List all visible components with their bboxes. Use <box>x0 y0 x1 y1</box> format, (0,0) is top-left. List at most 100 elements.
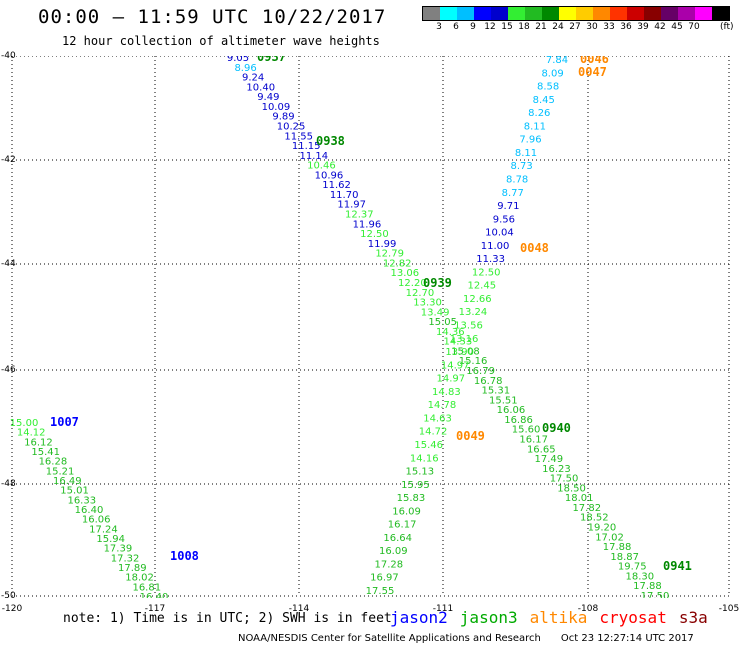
wave-height-value: 18.52 <box>580 513 609 524</box>
longitude-label: -111 <box>432 604 454 614</box>
color-scale-tick-label: 39 <box>637 22 649 32</box>
pass-time-label: 0049 <box>456 429 485 443</box>
wave-height-value: 15.13 <box>406 467 435 478</box>
wave-height-value: 11.62 <box>322 180 351 191</box>
wave-height-value: 12.79 <box>375 249 404 260</box>
color-scale-tick-label: 70 <box>688 22 700 32</box>
map-title: 00:00 – 11:59 UTC 10/22/2017 <box>38 6 387 28</box>
wave-height-value: 16.64 <box>383 533 412 544</box>
wave-height-value: 19.20 <box>588 523 617 534</box>
color-swatch <box>559 7 576 20</box>
color-swatch <box>695 7 712 20</box>
wave-height-value: 16.12 <box>24 437 53 448</box>
longitude-label: -117 <box>144 604 166 614</box>
wave-height-value: 14.97 <box>441 360 470 371</box>
wave-height-value: 7.96 <box>519 135 541 146</box>
wave-height-value: 14.12 <box>17 428 46 439</box>
wave-height-value: 16.06 <box>82 515 111 526</box>
color-swatch <box>474 7 491 20</box>
wave-height-value: 14.83 <box>432 387 461 398</box>
wave-height-value: 12.82 <box>383 258 412 269</box>
wave-height-value: 17.28 <box>375 559 404 570</box>
color-swatch <box>508 7 525 20</box>
wave-height-value: 13.56 <box>454 321 483 332</box>
footer-org: NOAA/NESDIS Center for Satellite Applica… <box>238 633 541 644</box>
wave-height-value: 12.50 <box>360 229 389 240</box>
wave-height-value: 17.49 <box>535 454 564 465</box>
wave-height-value: 13.49 <box>421 307 450 318</box>
color-swatch <box>525 7 542 20</box>
wave-height-value: 11.97 <box>337 200 366 211</box>
wave-height-value: 16.40 <box>140 592 169 598</box>
color-swatch <box>627 7 644 20</box>
wave-height-map: 9.058.969.2410.409.4910.099.8910.2511.55… <box>8 56 730 598</box>
wave-height-value: 15.41 <box>31 447 60 458</box>
legend-jason2: jason2 <box>390 608 448 627</box>
wave-height-value: 8.58 <box>537 82 559 93</box>
color-swatch <box>440 7 457 20</box>
wave-height-value: 13.30 <box>413 298 442 309</box>
wave-height-value: 10.25 <box>277 121 306 132</box>
wave-height-value: 10.46 <box>307 161 336 172</box>
wave-height-value: 10.96 <box>315 170 344 181</box>
wave-height-value: 14.63 <box>423 413 452 424</box>
wave-height-value: 17.24 <box>89 524 118 535</box>
color-scale-tick-label: 27 <box>569 22 581 32</box>
wave-height-value: 14.72 <box>419 427 448 438</box>
wave-height-value: 16.78 <box>474 376 503 387</box>
wave-height-value: 14.33 <box>444 337 473 348</box>
wave-height-value: 15.94 <box>96 534 125 545</box>
legend-s3a: s3a <box>678 608 708 627</box>
wave-height-value: 15.00 <box>10 418 39 429</box>
wave-height-value: 9.49 <box>257 92 279 103</box>
wave-height-value: 15.01 <box>60 486 89 497</box>
wave-height-value: 15.21 <box>46 466 75 477</box>
wave-height-value: 16.40 <box>75 505 104 516</box>
wave-height-value: 12.66 <box>463 294 492 305</box>
wave-height-value: 16.09 <box>379 546 408 557</box>
wave-height-value: 11.15 <box>292 141 321 152</box>
wave-height-value: 16.06 <box>497 405 526 416</box>
wave-height-value: 10.04 <box>485 228 514 239</box>
wave-height-value: 18.01 <box>565 493 594 504</box>
wave-height-value: 17.50 <box>641 591 670 598</box>
wave-height-value: 9.24 <box>242 73 264 84</box>
wave-height-value: 18.87 <box>610 552 639 563</box>
longitude-label: -114 <box>288 604 310 614</box>
wave-height-value: 8.09 <box>541 68 563 79</box>
wave-height-value: 15.95 <box>401 480 430 491</box>
color-swatch <box>576 7 593 20</box>
color-swatch <box>644 7 661 20</box>
legend-cryosat: cryosat <box>599 608 667 627</box>
pass-time-label: 0046 <box>580 56 609 66</box>
color-swatch <box>593 7 610 20</box>
wave-height-value: 11.96 <box>353 219 382 230</box>
wave-height-value: 14.78 <box>428 400 457 411</box>
wave-height-value: 10.40 <box>246 82 275 93</box>
color-scale-tick-label: 33 <box>603 22 615 32</box>
wave-height-value: 16.23 <box>542 464 571 475</box>
pass-time-label: 0940 <box>542 421 571 435</box>
color-scale-tick-label: 21 <box>535 22 547 32</box>
wave-height-value: 8.77 <box>502 188 524 199</box>
wave-height-value: 16.17 <box>388 520 417 531</box>
wave-height-value: 15.08 <box>451 346 480 357</box>
color-scale-tick-label: 30 <box>586 22 598 32</box>
wave-height-value: 16.28 <box>39 457 68 468</box>
pass-time-label: 0941 <box>663 559 692 573</box>
legend-altika: altika <box>529 608 588 627</box>
color-scale-tick-label: 6 <box>453 22 459 32</box>
map-subtitle: 12 hour collection of altimeter wave hei… <box>62 34 380 48</box>
wave-height-value: 15.05 <box>428 317 457 328</box>
wave-height-value: 13.16 <box>450 334 479 345</box>
color-swatch <box>491 7 508 20</box>
wave-height-value: 8.78 <box>506 174 528 185</box>
wave-height-value: 16.81 <box>132 582 161 593</box>
wave-height-value: 16.49 <box>53 476 82 487</box>
wave-height-value: 17.50 <box>550 474 579 485</box>
wave-height-value: 10.09 <box>262 102 291 113</box>
wave-height-value: 17.39 <box>104 544 133 555</box>
color-swatch <box>423 7 440 20</box>
wave-height-value: 16.65 <box>527 444 556 455</box>
pass-time-label: 1008 <box>170 549 199 563</box>
